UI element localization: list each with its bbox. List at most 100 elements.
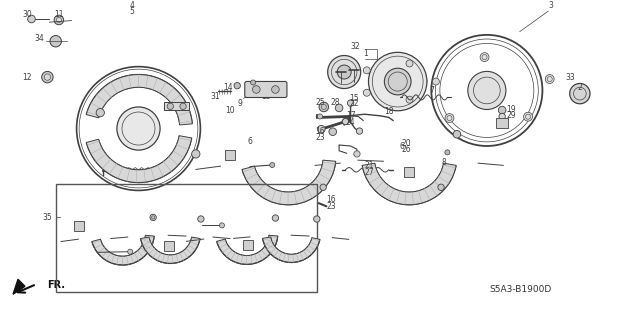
Text: 26: 26 <box>401 145 411 154</box>
Circle shape <box>329 128 337 136</box>
Circle shape <box>50 35 61 47</box>
Text: 23: 23 <box>326 202 336 211</box>
Text: 30: 30 <box>22 10 32 19</box>
Circle shape <box>269 162 275 167</box>
Circle shape <box>354 151 360 157</box>
Text: 31: 31 <box>211 92 220 101</box>
Circle shape <box>42 71 53 83</box>
Circle shape <box>220 223 225 228</box>
Circle shape <box>364 67 371 74</box>
Circle shape <box>337 65 351 79</box>
Circle shape <box>320 184 326 190</box>
Bar <box>56 184 317 292</box>
Polygon shape <box>13 279 25 294</box>
Circle shape <box>335 104 343 112</box>
Bar <box>74 221 84 231</box>
Circle shape <box>180 103 186 109</box>
Circle shape <box>406 60 413 67</box>
Circle shape <box>54 15 63 25</box>
Circle shape <box>356 128 363 134</box>
Polygon shape <box>217 235 278 264</box>
Text: 1: 1 <box>364 49 368 58</box>
Text: 11: 11 <box>54 10 63 19</box>
Polygon shape <box>86 75 192 125</box>
Text: 5: 5 <box>130 7 134 16</box>
Text: 34: 34 <box>35 34 45 43</box>
Circle shape <box>438 184 444 190</box>
Circle shape <box>117 107 160 150</box>
Circle shape <box>328 56 361 89</box>
Bar <box>225 150 234 160</box>
Text: 3: 3 <box>548 1 553 10</box>
Text: 35: 35 <box>42 213 52 222</box>
Bar <box>164 102 189 110</box>
Text: 24: 24 <box>346 118 355 127</box>
Circle shape <box>545 75 554 84</box>
Text: 33: 33 <box>565 73 575 82</box>
Text: 14: 14 <box>223 83 233 93</box>
Circle shape <box>570 84 590 104</box>
Text: 6: 6 <box>248 137 252 146</box>
Circle shape <box>198 216 204 222</box>
Text: 32: 32 <box>350 42 360 51</box>
Text: 22: 22 <box>349 99 358 108</box>
Text: 7: 7 <box>429 86 434 95</box>
Circle shape <box>317 125 325 133</box>
Circle shape <box>385 68 411 95</box>
Circle shape <box>406 96 413 103</box>
Circle shape <box>445 150 450 155</box>
Circle shape <box>314 216 320 222</box>
Text: 16: 16 <box>326 196 336 204</box>
Polygon shape <box>242 160 335 205</box>
Circle shape <box>524 112 532 121</box>
Circle shape <box>251 80 255 85</box>
Circle shape <box>499 106 506 114</box>
Circle shape <box>342 118 349 125</box>
Text: 13: 13 <box>262 92 271 101</box>
Text: 4: 4 <box>130 1 134 10</box>
Text: 15: 15 <box>349 94 358 103</box>
Circle shape <box>271 86 279 93</box>
Text: 6: 6 <box>399 143 404 152</box>
Circle shape <box>499 113 506 120</box>
Circle shape <box>433 78 440 85</box>
Text: 10: 10 <box>225 106 234 115</box>
Circle shape <box>369 52 427 111</box>
Text: 12: 12 <box>22 73 32 82</box>
Circle shape <box>234 83 241 89</box>
Text: 19: 19 <box>506 105 516 114</box>
Circle shape <box>272 215 278 221</box>
Circle shape <box>192 150 200 158</box>
Text: 23: 23 <box>315 133 325 142</box>
Circle shape <box>348 100 354 106</box>
Bar <box>164 241 174 251</box>
Text: 20: 20 <box>401 139 411 148</box>
Text: 25: 25 <box>315 98 325 107</box>
Circle shape <box>317 114 323 119</box>
FancyBboxPatch shape <box>244 81 287 98</box>
Text: 9: 9 <box>238 99 243 108</box>
Bar <box>404 167 414 177</box>
Circle shape <box>445 114 454 122</box>
Circle shape <box>127 249 132 254</box>
Text: 27: 27 <box>365 167 374 176</box>
Circle shape <box>468 71 506 109</box>
Circle shape <box>418 77 427 86</box>
Text: 21: 21 <box>365 161 374 170</box>
Circle shape <box>150 214 156 221</box>
Bar <box>496 118 508 128</box>
Polygon shape <box>141 237 200 263</box>
Circle shape <box>96 108 104 117</box>
Polygon shape <box>92 235 154 265</box>
Polygon shape <box>362 163 456 205</box>
Circle shape <box>253 86 260 93</box>
Text: 17: 17 <box>346 111 355 120</box>
Text: FR.: FR. <box>47 280 65 290</box>
Circle shape <box>364 89 371 96</box>
Text: 28: 28 <box>330 98 340 107</box>
Text: 18: 18 <box>384 107 394 115</box>
Circle shape <box>480 53 489 62</box>
Text: S5A3-B1900D: S5A3-B1900D <box>490 285 552 294</box>
Circle shape <box>44 74 51 80</box>
Circle shape <box>167 103 173 109</box>
